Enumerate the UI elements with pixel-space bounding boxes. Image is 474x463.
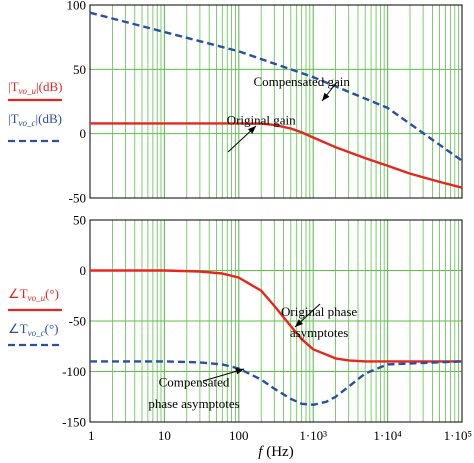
y-tick-label: -50 (69, 191, 86, 206)
series-line-compensated (89, 11, 463, 162)
legend-phase-original: ∠Tvo_u(°) (8, 286, 59, 303)
y-tick-label: -100 (62, 364, 86, 379)
x-tick-label: 1·10⁵ (444, 428, 472, 443)
arrow-compensated-gain-head (322, 92, 330, 101)
annotation-label: Compensated (159, 375, 230, 390)
y-tick-label: 50 (73, 62, 86, 77)
series-line-compensated (90, 360, 463, 406)
gain-panel: 100 50 0 -50 Compensated gain Original gain (67, 0, 463, 206)
x-axis-label: f (Hz) (258, 444, 293, 460)
y-tick-label: 0 (80, 126, 87, 141)
y-tick-label: 0 (80, 263, 87, 278)
gain-grid (90, 5, 462, 198)
x-tick-label: 1·10³ (299, 428, 327, 443)
y-tick-label: 100 (67, 0, 87, 13)
annotation-label: phase asymptotes (148, 396, 239, 411)
annotation-label: Original phase (281, 304, 357, 319)
gain-yticks: 100 50 0 -50 (67, 0, 87, 206)
gain-legend: |Tvo_u|(dB) |Tvo_c|(dB) (8, 79, 62, 143)
phase-grid (90, 220, 462, 422)
x-tick-label: 100 (229, 428, 249, 443)
phase-panel: 50 0 -50 -100 -150 1 10 100 1·10³ 1·10⁴ 1·10⁵ Ori… (62, 213, 472, 444)
gain-annotations: Compensated gain Original gain (227, 74, 350, 153)
phase-annotations: Original phase asymptotes Compensated phase… (148, 303, 357, 411)
legend-gain-original: |Tvo_u|(dB) (8, 79, 62, 96)
arrow-original-phase-head (295, 319, 304, 327)
gain-series (89, 11, 463, 189)
phase-plot-frame (89, 219, 463, 423)
x-tick-label: 1·10⁴ (373, 428, 402, 443)
legend-phase-compensated: ∠Tvo_c(°) (8, 321, 58, 338)
phase-yticks: 50 0 -50 -100 -150 (62, 213, 86, 430)
annotation-label: Compensated gain (253, 74, 350, 89)
arrow-compensated-phase-head (235, 368, 244, 375)
annotation-label: Original gain (227, 113, 296, 128)
arrow-original-gain-head (247, 126, 256, 134)
gain-plot-frame (89, 4, 463, 199)
y-tick-label: -50 (69, 314, 86, 329)
y-tick-label: 50 (73, 213, 86, 228)
phase-legend: ∠Tvo_u(°) ∠Tvo_c(°) (8, 286, 62, 347)
phase-xticks: 1 10 100 1·10³ 1·10⁴ 1·10⁵ (88, 428, 472, 443)
series-line-original (90, 122, 463, 189)
annotation-label: asymptotes (290, 325, 349, 340)
x-tick-label: 1 (88, 428, 95, 443)
phase-series (90, 269, 463, 406)
y-tick-label: -150 (62, 415, 86, 430)
x-tick-label: 10 (158, 428, 171, 443)
series-line-original (90, 269, 462, 363)
legend-gain-compensated: |Tvo_c|(dB) (8, 111, 62, 128)
